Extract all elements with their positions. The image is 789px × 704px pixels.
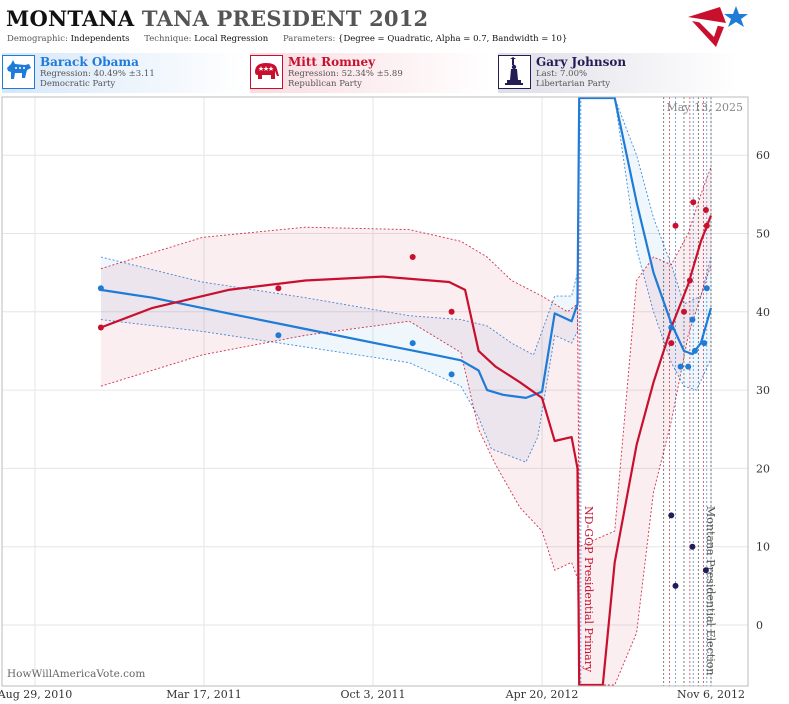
candidate-party: Republican Party: [288, 79, 362, 89]
x-tick-label: Mar 17, 2011: [166, 688, 242, 701]
poll-point: [97, 324, 104, 331]
poll-point: [668, 512, 675, 519]
parameters-label: Parameters:: [282, 34, 336, 44]
candidate-party: Libertarian Party: [536, 79, 611, 89]
poll-point: [689, 543, 696, 550]
elephant-icon: [250, 55, 283, 89]
date-stamp: May 13, 2025: [666, 101, 743, 114]
candidate-name: Gary Johnson: [536, 55, 627, 69]
band-upper-line: [100, 97, 712, 356]
poll-points: [97, 199, 710, 589]
demographic-label: Demographic:: [7, 34, 68, 44]
poll-point: [703, 285, 710, 292]
y-tick-label: 50: [756, 228, 770, 241]
title-rest: TANA PRESIDENT 2012: [141, 6, 429, 31]
poll-point: [97, 285, 104, 292]
statue-of-liberty-icon: [498, 55, 531, 89]
header: MONTANA TANA PRESIDENT 2012 Demographic:…: [0, 0, 789, 50]
poll-point: [686, 277, 693, 284]
poll-point: [672, 582, 679, 589]
candidate-regression: Regression: 40.49% ±3.11: [40, 69, 155, 79]
title-state: MONTANA: [6, 6, 135, 31]
poll-point: [703, 222, 710, 229]
site-logo-icon[interactable]: [686, 3, 750, 49]
candidate-party: Democratic Party: [40, 79, 116, 89]
x-tick-label: Apr 20, 2012: [505, 688, 579, 701]
x-tick-label: Oct 3, 2011: [340, 688, 405, 701]
band-lower-line: [100, 264, 712, 686]
poll-point: [668, 340, 675, 347]
y-tick-label: 20: [756, 462, 770, 475]
candidate-card-obama[interactable]: Barack Obama Regression: 40.49% ±3.11 De…: [2, 53, 242, 93]
poll-point: [702, 207, 709, 213]
poll-chart: ND-GOP Presidential Primary Montana Presi…: [0, 96, 770, 701]
y-tick-label: 60: [756, 149, 770, 162]
poll-point: [672, 222, 679, 229]
poll-point: [702, 567, 709, 574]
technique-label: Technique:: [144, 34, 192, 44]
plot-frame: [1, 96, 749, 687]
event-lines: ND-GOP Presidential Primary Montana Presi…: [578, 97, 717, 686]
site-credit[interactable]: HowWillAmericaVote.com: [7, 668, 145, 680]
poll-point: [409, 254, 416, 260]
poll-point: [690, 199, 697, 206]
poll-point: [275, 285, 282, 292]
poll-point: [681, 308, 687, 315]
y-tick-label: 10: [756, 541, 770, 554]
band-upper-line: [100, 166, 712, 548]
page-title: MONTANA TANA PRESIDENT 2012: [6, 6, 428, 31]
candidate-name: Barack Obama: [40, 55, 139, 69]
poll-point: [448, 308, 455, 315]
candidate-name: Mitt Romney: [288, 55, 376, 69]
event-label: ND-GOP Presidential Primary: [582, 506, 595, 673]
candidate-last-value: Last: 7.00%: [536, 69, 588, 79]
confidence-band: [100, 166, 711, 685]
confidence-bands: [100, 97, 712, 686]
candidate-card-romney[interactable]: Mitt Romney Regression: 52.34% ±5.89 Rep…: [250, 53, 490, 93]
parameters-value: {Degree = Quadratic, Alpha = 0.7, Bandwi…: [338, 34, 568, 44]
y-tick-label: 40: [756, 306, 770, 319]
poll-point: [275, 332, 282, 339]
candidate-legend: Barack Obama Regression: 40.49% ±3.11 De…: [0, 53, 789, 93]
y-tick-label: 30: [756, 384, 770, 397]
poll-point: [668, 324, 675, 331]
poll-point: [677, 363, 684, 370]
technique-value: Local Regression: [194, 34, 269, 44]
candidate-card-johnson[interactable]: Gary Johnson Last: 7.00% Libertarian Par…: [498, 53, 738, 93]
poll-point: [691, 347, 698, 354]
poll-point: [685, 363, 692, 370]
chart-parameters: Demographic: Independents Technique: Loc…: [7, 34, 579, 44]
gridlines: [2, 97, 748, 686]
demographic-value: Independents: [70, 34, 130, 44]
x-tick-label: Nov 6, 2012: [677, 688, 745, 701]
poll-point: [701, 340, 708, 347]
trend-line: [100, 215, 713, 686]
poll-point: [448, 371, 455, 378]
candidate-regression: Regression: 52.34% ±5.89: [288, 69, 403, 79]
x-tick-label: Aug 29, 2010: [0, 688, 72, 701]
y-tick-label: 0: [756, 619, 763, 632]
poll-point: [409, 340, 416, 347]
donkey-icon: [2, 55, 35, 89]
event-label: Montana Presidential Election: [704, 506, 717, 675]
poll-point: [689, 316, 696, 323]
axes: 0 10 20 30 40 50 60 Aug 29, 2010 Mar 17, 2011 Oct…: [0, 96, 770, 701]
